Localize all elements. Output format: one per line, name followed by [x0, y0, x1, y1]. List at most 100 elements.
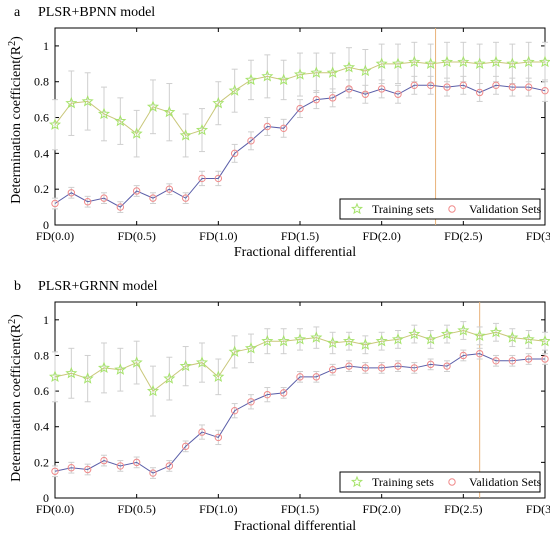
circle-point [132, 187, 141, 195]
panel-a-y-axis-label-main: Determination coefficient(R [9, 45, 24, 204]
panel-b-letter: b [14, 279, 21, 294]
validation-series [51, 347, 549, 479]
panel-a-x-axis-label: Fractional differential [234, 245, 356, 260]
star-point [440, 55, 454, 68]
circle-point [51, 467, 59, 475]
legend-star-icon [350, 202, 364, 215]
star-point [359, 338, 372, 350]
circle-point [426, 81, 435, 90]
legend-circle-icon [448, 205, 456, 213]
circle-point [247, 398, 255, 406]
star-point [228, 345, 241, 358]
y-tick-label: 0.4 [34, 146, 49, 160]
star-point [261, 334, 274, 347]
circle-point [361, 364, 370, 372]
x-tick-label: FD(0.5) [117, 229, 155, 243]
star-point [244, 73, 258, 86]
y-tick-label: 0 [43, 491, 49, 505]
circle-point [263, 122, 272, 131]
y-tick-label: 0.4 [34, 420, 49, 434]
star-point [179, 359, 192, 372]
circle-point [312, 95, 321, 104]
star-point [310, 331, 323, 343]
star-point [97, 107, 111, 120]
star-point [179, 129, 192, 141]
star-point [522, 55, 535, 68]
star-point [48, 118, 62, 130]
circle-point [67, 189, 76, 197]
star-point [506, 57, 519, 69]
star-point [130, 356, 143, 368]
panel-b-legend: Training sets Validation Sets [339, 471, 542, 493]
legend-star-icon [350, 475, 364, 488]
panel-a-legend-star-marker [350, 202, 364, 215]
x-tick-label: FD(2.5) [444, 229, 482, 243]
star-point [440, 327, 454, 340]
circle-point [132, 458, 141, 467]
star-point [326, 66, 339, 78]
circle-point [116, 203, 125, 211]
y-tick-label: 0.2 [34, 182, 49, 196]
star-point [375, 57, 388, 69]
star-point [310, 66, 323, 78]
x-tick-label: FD(2.0) [362, 229, 400, 243]
legend-circle-icon [448, 478, 456, 486]
star-point [81, 95, 94, 107]
circle-point [345, 362, 353, 370]
x-tick-label: FD(2.0) [362, 502, 400, 516]
star-point [228, 84, 241, 96]
star-point [408, 55, 421, 68]
circle-point [165, 462, 174, 470]
star-point [326, 336, 339, 349]
panel-b-legend-training-label: Training sets [372, 475, 434, 489]
circle-point [492, 357, 500, 365]
circle-point [492, 81, 500, 90]
x-tick-label: FD(1.5) [281, 229, 319, 243]
x-tick-label: FD(0.0) [36, 502, 74, 516]
star-point [114, 114, 127, 127]
y-tick-label: 1 [43, 313, 49, 327]
panel-a-legend-training-label: Training sets [372, 202, 434, 216]
circle-point [296, 373, 304, 381]
panel-a-legend-validation-label: Validation Sets [469, 202, 542, 216]
circle-point [541, 355, 549, 363]
x-tick-label: FD(3.0) [526, 229, 550, 243]
panel-b-legend-circle-marker [448, 478, 456, 486]
star-point [195, 123, 209, 136]
circle-point [377, 364, 386, 372]
circle-point [230, 149, 239, 158]
panel-a-plot-area: 0 0.2 0.4 0.6 0.8 1 FD(0.0) FD(0.5) FD(1.0) FD(1.… [34, 27, 550, 243]
x-tick-label: FD(0.5) [117, 502, 155, 516]
circle-point [426, 360, 435, 369]
circle-point [279, 389, 288, 397]
panel-b-legend-validation-label: Validation Sets [469, 475, 542, 489]
panel-a-legend-box [339, 198, 541, 220]
star-point [163, 105, 176, 118]
circle-point [83, 198, 92, 206]
circle-point [181, 442, 190, 451]
panel-a-title: PLSR+BPNN model [38, 5, 155, 20]
circle-point [198, 174, 206, 183]
star-point [538, 55, 550, 68]
chart-panel-a: a PLSR+BPNN model 0 0.2 0.4 0.6 0.8 1 FD(0.0) F… [7, 5, 550, 260]
circle-point [230, 406, 239, 415]
star-point [261, 70, 274, 82]
circle-point [524, 355, 533, 363]
circle-point [328, 94, 337, 102]
y-tick-label: 1 [43, 39, 49, 53]
star-point [489, 325, 503, 338]
star-point [97, 361, 111, 374]
star-point [212, 96, 225, 109]
star-point [538, 334, 550, 347]
circle-point [312, 373, 321, 381]
star-point [473, 329, 486, 341]
panel-b-y-axis-label-sup: 2 [7, 319, 18, 324]
training-series [48, 41, 550, 158]
x-tick-label: FD(1.0) [199, 502, 237, 516]
star-point [506, 331, 519, 343]
circle-point [459, 351, 468, 360]
circle-point [475, 88, 484, 97]
circle-point [508, 83, 517, 91]
star-point [489, 55, 503, 68]
